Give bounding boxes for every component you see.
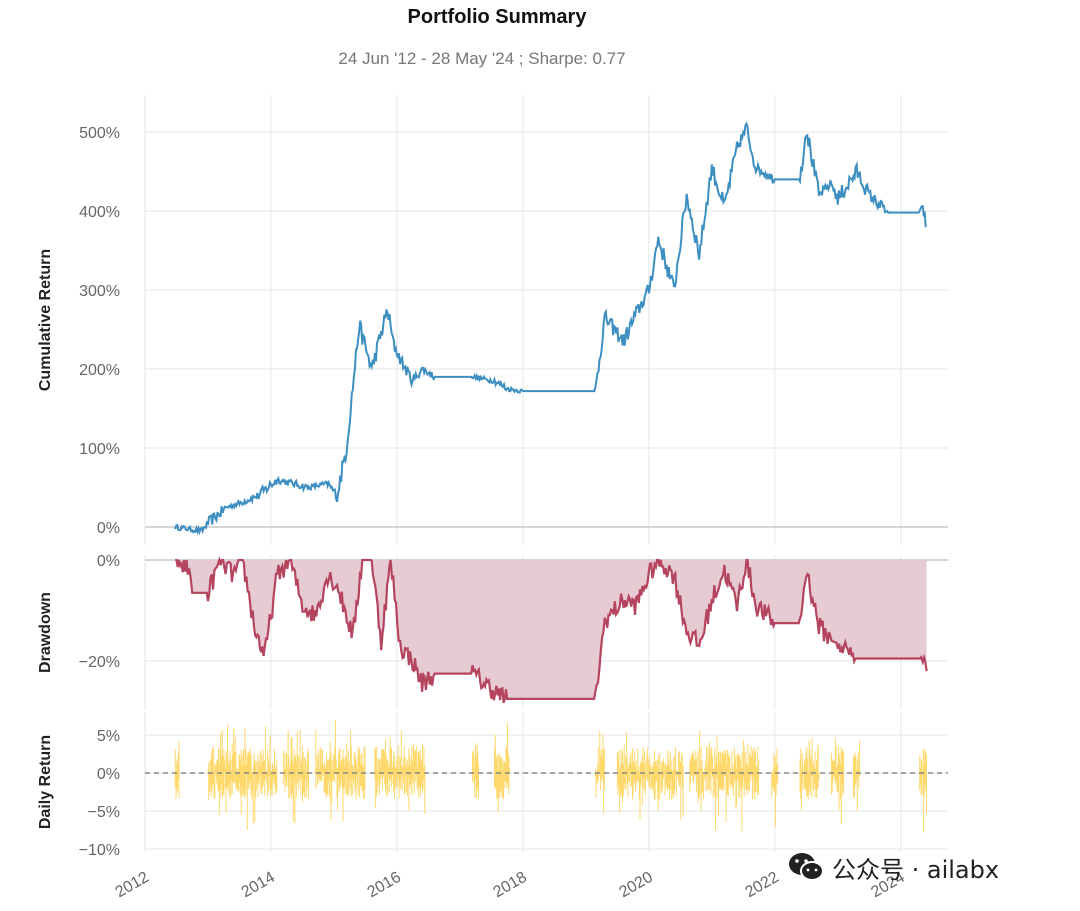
y-tick-label: 0% <box>97 766 120 783</box>
y-tick-label: 500% <box>79 125 120 142</box>
drawdown-area <box>175 560 927 703</box>
chart-title: Portfolio Summary <box>407 6 587 28</box>
y-axis-label: Daily Return <box>37 735 54 829</box>
watermark-text: 公众号 · ailabx <box>832 855 1000 884</box>
x-tick-label: 2020 <box>617 869 656 902</box>
y-tick-label: −5% <box>88 804 120 821</box>
x-tick-label: 2012 <box>113 869 152 902</box>
y-axis-label: Cumulative Return <box>37 249 54 391</box>
watermark: 公众号 · ailabx <box>788 850 999 884</box>
cumulative-return-panel: 0% 100% 200% 300% 400% 500% Cumulative Return <box>37 95 948 545</box>
y-tick-label: 200% <box>79 362 120 379</box>
y-axis-label: Drawdown <box>37 592 54 673</box>
y-tick-label: 0% <box>97 553 120 570</box>
y-tick-label: 300% <box>79 283 120 300</box>
y-tick-label: 5% <box>97 728 120 745</box>
x-tick-label: 2014 <box>239 869 278 902</box>
wechat-icon <box>789 853 824 881</box>
daily-return-panel: 5% 0% −5% −10% Daily Return <box>37 712 948 859</box>
chart-subtitle: 24 Jun '12 - 28 May '24 ; Sharpe: 0.77 <box>338 49 626 68</box>
y-tick-label: −10% <box>79 842 120 859</box>
drawdown-line <box>175 555 928 704</box>
y-tick-label: 400% <box>79 204 120 221</box>
y-tick-label: 100% <box>79 441 120 458</box>
cumulative-return-line <box>174 121 928 536</box>
y-tick-label: 0% <box>97 520 120 537</box>
y-tick-label: −20% <box>79 654 120 671</box>
x-tick-label: 2018 <box>491 869 530 902</box>
x-tick-label: 2022 <box>742 869 781 902</box>
x-tick-label: 2016 <box>365 869 404 902</box>
daily-return-bars <box>174 719 927 833</box>
drawdown-panel: 0% −20% Drawdown <box>37 553 948 710</box>
